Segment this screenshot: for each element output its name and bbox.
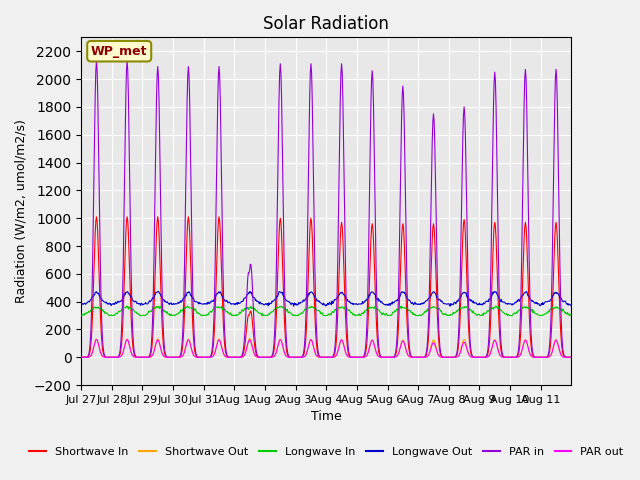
X-axis label: Time: Time — [311, 410, 342, 423]
Title: Solar Radiation: Solar Radiation — [263, 15, 389, 33]
Y-axis label: Radiation (W/m2, umol/m2/s): Radiation (W/m2, umol/m2/s) — [15, 120, 28, 303]
Text: WP_met: WP_met — [91, 45, 147, 58]
Legend: Shortwave In, Shortwave Out, Longwave In, Longwave Out, PAR in, PAR out: Shortwave In, Shortwave Out, Longwave In… — [24, 443, 628, 462]
